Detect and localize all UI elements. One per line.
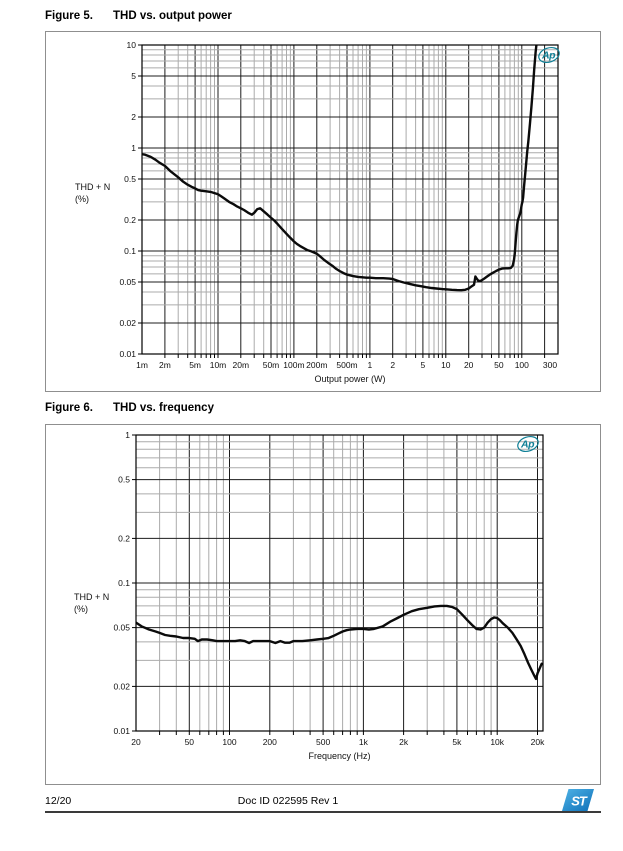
x-axis-title: Output power (W): [314, 374, 385, 384]
svg-text:20m: 20m: [233, 360, 250, 370]
svg-text:200: 200: [263, 737, 277, 747]
svg-text:2: 2: [131, 112, 136, 122]
svg-text:100: 100: [222, 737, 236, 747]
y-tick-labels: 1 0.5 0.2 0.1 0.05 0.02 0.01: [113, 430, 136, 736]
plot-frame: [141, 44, 559, 355]
svg-text:1: 1: [131, 143, 136, 153]
svg-text:0.02: 0.02: [113, 681, 130, 691]
svg-text:50: 50: [185, 737, 195, 747]
svg-text:0.05: 0.05: [119, 277, 136, 287]
x-axis-title: Frequency (Hz): [308, 751, 370, 761]
svg-text:10: 10: [127, 40, 137, 50]
footer-rule: [45, 811, 601, 813]
footer-doc-id: Doc ID 022595 Rev 1: [237, 795, 339, 807]
svg-text:500m: 500m: [336, 360, 357, 370]
figure6-chart: 1 0.5 0.2 0.1 0.05 0.02 0.01 20 50 100 200 500 1k 2k 5…: [46, 425, 600, 784]
thd-curve: [136, 604, 543, 681]
svg-text:5m: 5m: [189, 360, 201, 370]
thd-curve: [142, 45, 538, 292]
svg-text:20: 20: [464, 360, 474, 370]
svg-text:10k: 10k: [490, 737, 504, 747]
y-tick-labels: 10 5 2 1 0.5 0.2 0.1 0.05 0.02 0.01: [119, 40, 142, 359]
svg-text:0.02: 0.02: [119, 318, 136, 328]
svg-text:5: 5: [131, 71, 136, 81]
svg-text:0.05: 0.05: [113, 623, 130, 633]
y-axis-title: THD + N (%): [74, 592, 109, 614]
svg-text:200m: 200m: [306, 360, 327, 370]
svg-text:20k: 20k: [531, 737, 545, 747]
svg-text:500: 500: [316, 737, 330, 747]
svg-text:5: 5: [421, 360, 426, 370]
svg-text:1: 1: [125, 430, 130, 440]
svg-text:0.1: 0.1: [118, 578, 130, 588]
footer-page-number: 12/20: [45, 795, 72, 807]
grid: [142, 45, 558, 358]
svg-text:50: 50: [494, 360, 504, 370]
svg-text:1k: 1k: [359, 737, 369, 747]
y-axis-title: THD + N (%): [75, 182, 110, 204]
svg-text:(%): (%): [74, 604, 88, 614]
svg-text:0.01: 0.01: [113, 726, 130, 736]
svg-text:20: 20: [131, 737, 141, 747]
st-logo-text: ST: [571, 794, 588, 809]
svg-text:1m: 1m: [136, 360, 148, 370]
svg-text:Ap: Ap: [541, 50, 556, 62]
figure5-title: THD vs. output power: [113, 10, 232, 22]
svg-text:50m: 50m: [263, 360, 280, 370]
figure5-caption: Figure 5. THD vs. output power: [45, 10, 232, 22]
svg-text:0.5: 0.5: [118, 475, 130, 485]
figure5-chart: 10 5 2 1 0.5 0.2 0.1 0.05 0.02 0.01 1m 2m 5m 10m 20m 50…: [46, 32, 600, 391]
svg-text:0.2: 0.2: [118, 533, 130, 543]
svg-text:300: 300: [543, 360, 557, 370]
svg-text:0.5: 0.5: [124, 174, 136, 184]
figure6-title: THD vs. frequency: [113, 402, 214, 414]
st-logo-shape: [562, 789, 594, 811]
svg-text:0.1: 0.1: [124, 246, 136, 256]
svg-text:(%): (%): [75, 194, 89, 204]
svg-text:2m: 2m: [159, 360, 171, 370]
figure6-caption: Figure 6. THD vs. frequency: [45, 402, 214, 414]
svg-text:0.01: 0.01: [119, 349, 136, 359]
audio-precision-watermark-icon: Ap: [517, 435, 539, 453]
svg-text:THD + N: THD + N: [75, 182, 110, 192]
figure5-label: Figure 5.: [45, 10, 93, 22]
x-tick-labels: 1m 2m 5m 10m 20m 50m 100m 200m 500m 1 2 5 10 20 50 100 3…: [136, 360, 557, 370]
audio-precision-watermark-icon: Ap: [538, 46, 560, 64]
svg-text:1: 1: [368, 360, 373, 370]
figure5-frame: 10 5 2 1 0.5 0.2 0.1 0.05 0.02 0.01 1m 2m 5m 10m 20m 50…: [45, 31, 601, 392]
figure6-label: Figure 6.: [45, 402, 93, 414]
svg-text:Ap: Ap: [520, 439, 535, 451]
svg-text:0.2: 0.2: [124, 215, 136, 225]
svg-text:2: 2: [390, 360, 395, 370]
svg-text:100: 100: [515, 360, 529, 370]
svg-text:10m: 10m: [210, 360, 227, 370]
svg-text:5k: 5k: [452, 737, 462, 747]
figure6-frame: 1 0.5 0.2 0.1 0.05 0.02 0.01 20 50 100 200 500 1k 2k 5…: [45, 424, 601, 785]
svg-text:10: 10: [441, 360, 451, 370]
st-logo: ST: [562, 789, 594, 811]
svg-text:THD + N: THD + N: [74, 592, 109, 602]
x-tick-labels: 20 50 100 200 500 1k 2k 5k 10k 20k: [131, 737, 545, 747]
svg-text:100m: 100m: [283, 360, 304, 370]
grid: [136, 435, 543, 735]
svg-text:2k: 2k: [399, 737, 409, 747]
